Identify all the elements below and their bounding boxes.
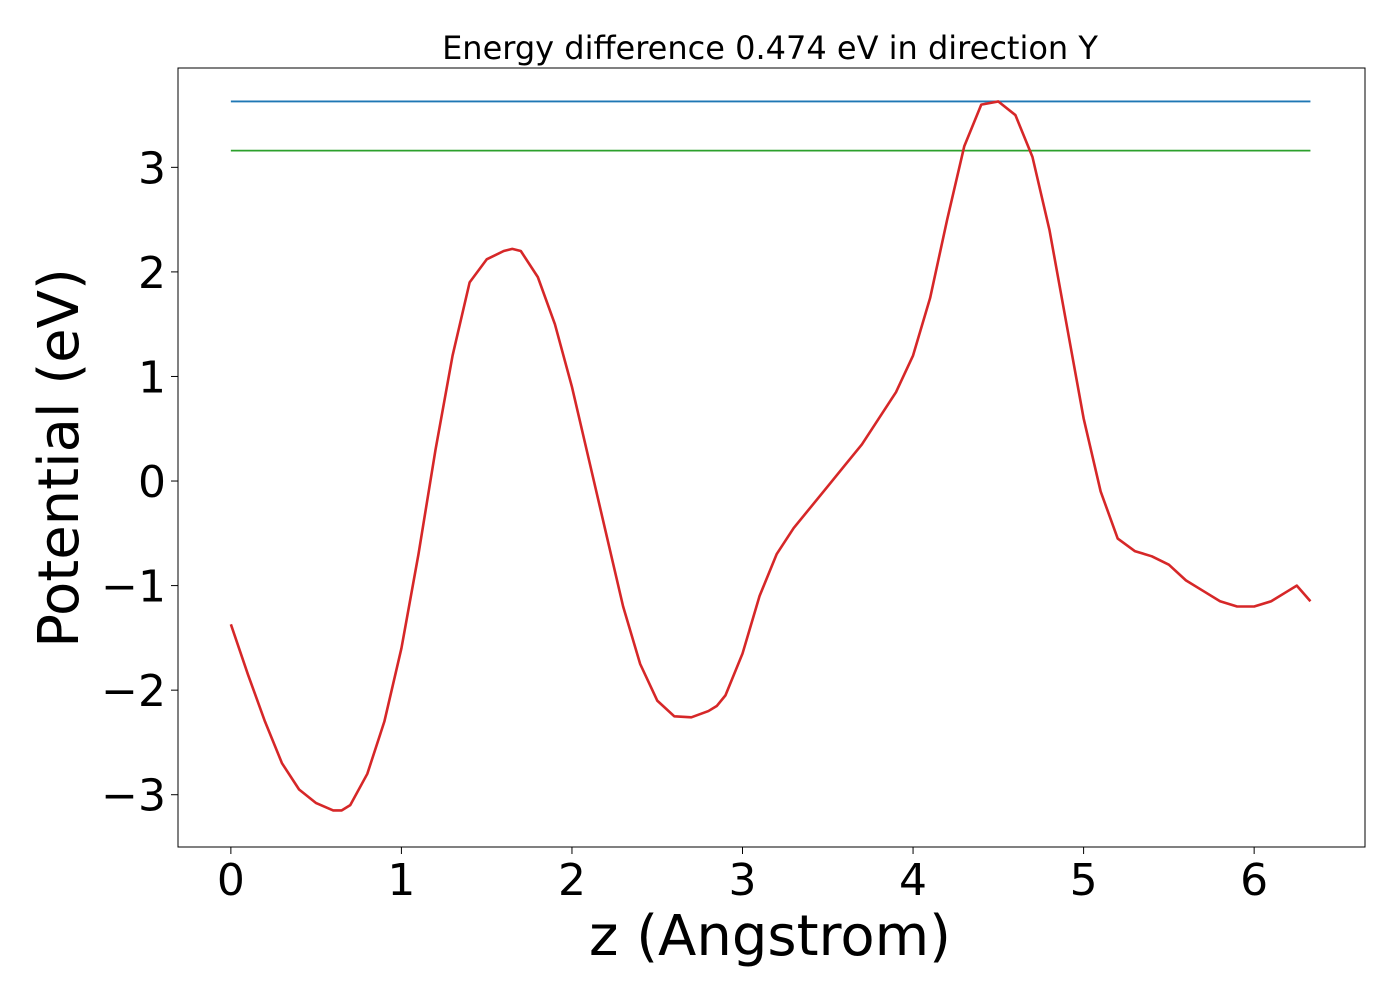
x-tick-label: 1 [387, 855, 415, 906]
plot-area [229, 100, 1312, 812]
x-tick-label: 3 [729, 855, 757, 906]
plot-frame [177, 67, 1366, 848]
y-tick-label: −3 [101, 771, 166, 822]
y-tick-label: −2 [101, 666, 166, 717]
y-tick-label: 2 [138, 248, 166, 299]
x-tick-label: 6 [1240, 855, 1268, 906]
chart-title: Energy difference 0.474 eV in direction … [442, 29, 1098, 67]
x-axis-label: z (Angstrom) [589, 904, 951, 969]
x-tick-label: 4 [899, 855, 927, 906]
x-tick-label: 2 [558, 855, 586, 906]
x-tick-label: 5 [1070, 855, 1098, 906]
y-tick-label: −1 [101, 562, 166, 613]
potential-curve-line [229, 100, 1312, 812]
y-axis-label: Potential (eV) [27, 268, 92, 648]
y-axis-ticks: −3 −2 −1 0 1 2 3 [101, 143, 178, 822]
y-tick-label: 1 [138, 352, 166, 403]
x-tick-label: 0 [217, 855, 245, 906]
y-tick-label: 3 [138, 143, 166, 194]
x-axis-ticks: 0 1 2 3 4 5 6 [217, 847, 1268, 906]
y-tick-label: 0 [138, 457, 166, 508]
